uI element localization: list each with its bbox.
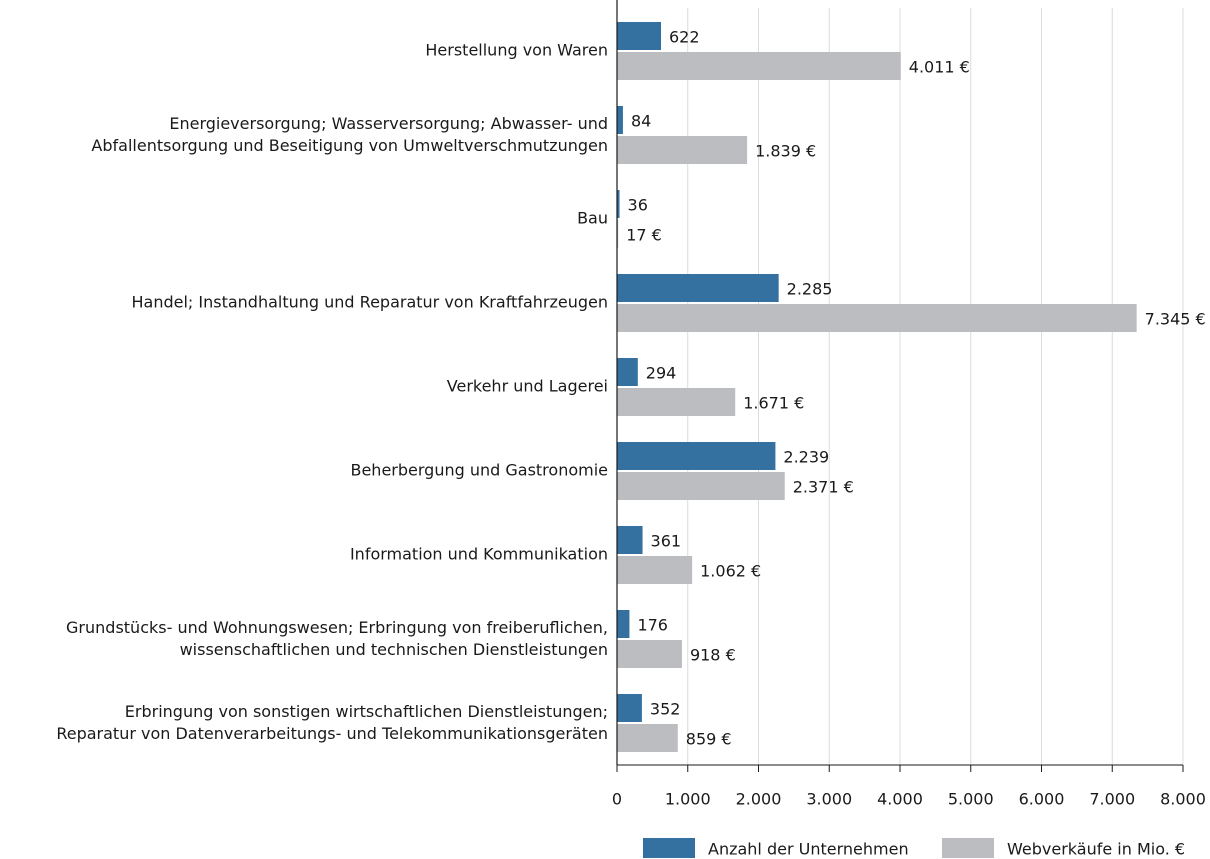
- value-label: 859 €: [686, 730, 732, 749]
- bar: [617, 724, 678, 752]
- category-label: Bau: [577, 209, 608, 228]
- bar: [617, 106, 623, 134]
- legend-swatch: [942, 838, 994, 858]
- category-label: Erbringung von sonstigen wirtschaftliche…: [56, 702, 608, 743]
- bar: [617, 274, 779, 302]
- legend-swatch: [643, 838, 695, 858]
- value-label: 361: [651, 532, 682, 551]
- category-label: Beherbergung und Gastronomie: [350, 461, 608, 480]
- bar: [617, 388, 736, 416]
- value-label: 4.011 €: [909, 58, 970, 77]
- legend-label: Anzahl der Unternehmen: [708, 840, 909, 859]
- legend-label: Webverkäufe in Mio. €: [1007, 840, 1185, 859]
- bar: [617, 304, 1137, 332]
- value-label: 918 €: [690, 646, 736, 665]
- x-tick-label: 0: [612, 790, 622, 809]
- category-label: Energieversorgung; Wasserversorgung; Abw…: [91, 114, 608, 155]
- value-label: 2.239: [783, 448, 829, 467]
- x-tick-label: 7.000: [1089, 790, 1135, 809]
- bar: [617, 556, 693, 584]
- bar: [617, 640, 682, 668]
- value-label: 622: [669, 28, 700, 47]
- bar: [617, 358, 638, 386]
- value-label: 84: [631, 112, 651, 131]
- x-tick-label: 8.000: [1160, 790, 1206, 809]
- bar: [617, 472, 785, 500]
- bar: [617, 52, 901, 80]
- value-label: 7.345 €: [1145, 310, 1206, 329]
- value-label: 1.062 €: [700, 562, 761, 581]
- x-tick-label: 1.000: [665, 790, 711, 809]
- category-label: Information und Kommunikation: [350, 545, 608, 564]
- value-label: 36: [628, 196, 648, 215]
- value-label: 1.839 €: [755, 142, 816, 161]
- value-label: 1.671 €: [743, 394, 804, 413]
- category-label: Herstellung von Waren: [425, 41, 608, 60]
- bar: [617, 22, 662, 50]
- x-tick-label: 4.000: [877, 790, 923, 809]
- bar: [617, 694, 642, 722]
- x-tick-label: 6.000: [1019, 790, 1065, 809]
- value-label: 2.285: [787, 280, 833, 299]
- x-tick-label: 5.000: [948, 790, 994, 809]
- value-label: 17 €: [626, 226, 662, 245]
- category-label: Verkehr und Lagerei: [447, 377, 608, 396]
- bar: [617, 610, 630, 638]
- bar: [617, 190, 620, 218]
- category-label: Grundstücks- und Wohnungswesen; Erbringu…: [66, 618, 608, 659]
- category-label: Handel; Instandhaltung und Reparatur von…: [131, 293, 608, 312]
- bar: [617, 526, 643, 554]
- value-label: 352: [650, 700, 681, 719]
- bar: [617, 220, 619, 248]
- x-tick-label: 2.000: [736, 790, 782, 809]
- value-label: 176: [637, 616, 668, 635]
- value-label: 294: [646, 364, 677, 383]
- bar: [617, 136, 748, 164]
- x-tick-label: 3.000: [806, 790, 852, 809]
- value-label: 2.371 €: [793, 478, 854, 497]
- bar: [617, 442, 776, 470]
